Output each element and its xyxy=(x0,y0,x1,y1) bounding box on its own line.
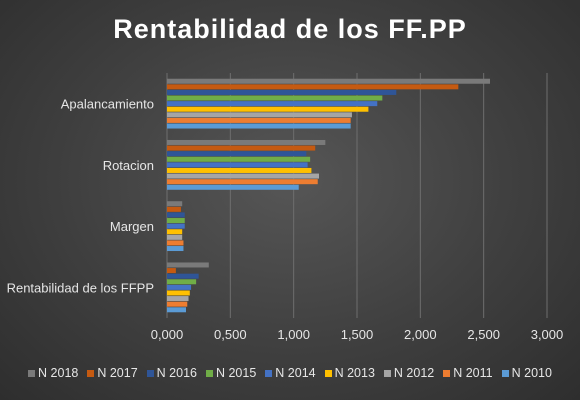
legend-swatch xyxy=(205,369,213,377)
bar-n-2017 xyxy=(167,206,181,212)
category-label: Rentabilidad de los FFPP xyxy=(7,280,154,295)
bar-n-2015 xyxy=(167,156,311,162)
bar-n-2015 xyxy=(167,279,197,285)
legend-entry: N 2017 xyxy=(87,366,138,380)
bar-n-2013 xyxy=(167,167,312,173)
legend-entry: N 2015 xyxy=(205,366,257,380)
bar-n-2016 xyxy=(167,212,185,218)
legend-swatch xyxy=(383,369,391,377)
legend-label: N 2016 xyxy=(156,366,197,380)
legend-swatch xyxy=(501,369,509,377)
bar-n-2011 xyxy=(167,117,351,123)
legend-label: N 2013 xyxy=(334,366,375,380)
legend-label: N 2014 xyxy=(275,366,316,380)
bar-n-2010 xyxy=(167,123,351,129)
bar-n-2018 xyxy=(167,262,209,268)
legend-label: N 2018 xyxy=(38,366,79,380)
legend-swatch xyxy=(87,369,95,377)
legend-entry: N 2010 xyxy=(501,366,552,380)
bar-n-2012 xyxy=(167,112,352,118)
legend-entry: N 2011 xyxy=(443,366,493,380)
legend-entry: N 2013 xyxy=(324,366,375,380)
x-tick-label: 2,000 xyxy=(404,327,437,342)
bar-n-2012 xyxy=(167,296,189,302)
bar-n-2016 xyxy=(167,151,307,157)
legend-label: N 2017 xyxy=(97,366,138,380)
bar-n-2017 xyxy=(167,145,316,151)
bar-n-2016 xyxy=(167,273,199,279)
legend-entry: N 2012 xyxy=(383,366,435,380)
x-tick-label: 1,000 xyxy=(277,327,310,342)
bar-n-2010 xyxy=(167,184,299,190)
bar-n-2013 xyxy=(167,229,183,235)
bar-n-2010 xyxy=(167,307,186,313)
bar-n-2012 xyxy=(167,234,183,240)
bar-n-2014 xyxy=(167,284,192,290)
bar-n-2017 xyxy=(167,84,459,90)
bar-n-2013 xyxy=(167,106,369,112)
chart-title: Rentabilidad de los FF.PP xyxy=(113,14,467,44)
bar-n-2017 xyxy=(167,268,176,274)
x-tick-label: 3,000 xyxy=(531,327,564,342)
bar-n-2016 xyxy=(167,89,397,95)
legend-entry: N 2016 xyxy=(146,366,197,380)
category-label: Margen xyxy=(110,219,154,234)
bar-n-2013 xyxy=(167,290,190,296)
legend-swatch xyxy=(28,369,36,377)
legend-label: N 2012 xyxy=(393,366,435,380)
bar-n-2011 xyxy=(167,301,188,307)
bar-n-2012 xyxy=(167,173,319,179)
x-tick-label: 1,500 xyxy=(341,327,374,342)
x-tick-label: 2,500 xyxy=(467,327,500,342)
x-tick-label: 0,000 xyxy=(151,327,184,342)
legend-swatch xyxy=(146,369,154,377)
legend-label: N 2011 xyxy=(453,366,493,380)
bar-n-2010 xyxy=(167,246,184,252)
bar-n-2018 xyxy=(167,78,490,84)
bar-n-2014 xyxy=(167,162,308,168)
bar-n-2015 xyxy=(167,95,383,101)
legend-swatch xyxy=(265,369,273,377)
legend-entry: N 2014 xyxy=(265,366,316,380)
legend-swatch xyxy=(443,369,451,377)
bar-n-2018 xyxy=(167,201,183,207)
category-label: Apalancamiento xyxy=(61,97,154,112)
bar-n-2015 xyxy=(167,218,185,224)
legend-label: N 2015 xyxy=(215,366,257,380)
bar-n-2014 xyxy=(167,101,378,107)
legend: N 2018 N 2017 N 2016 N 2015 N 2014 N 2013 N 20… xyxy=(0,366,580,380)
legend-swatch xyxy=(324,369,332,377)
category-label: Rotacion xyxy=(103,158,154,173)
legend-entry: N 2018 xyxy=(28,366,78,380)
bar-n-2011 xyxy=(167,179,318,185)
x-tick-label: 0,500 xyxy=(214,327,247,342)
bar-n-2018 xyxy=(167,139,326,145)
bar-n-2011 xyxy=(167,240,184,246)
legend-label: N 2010 xyxy=(511,366,552,380)
bar-n-2014 xyxy=(167,223,185,229)
